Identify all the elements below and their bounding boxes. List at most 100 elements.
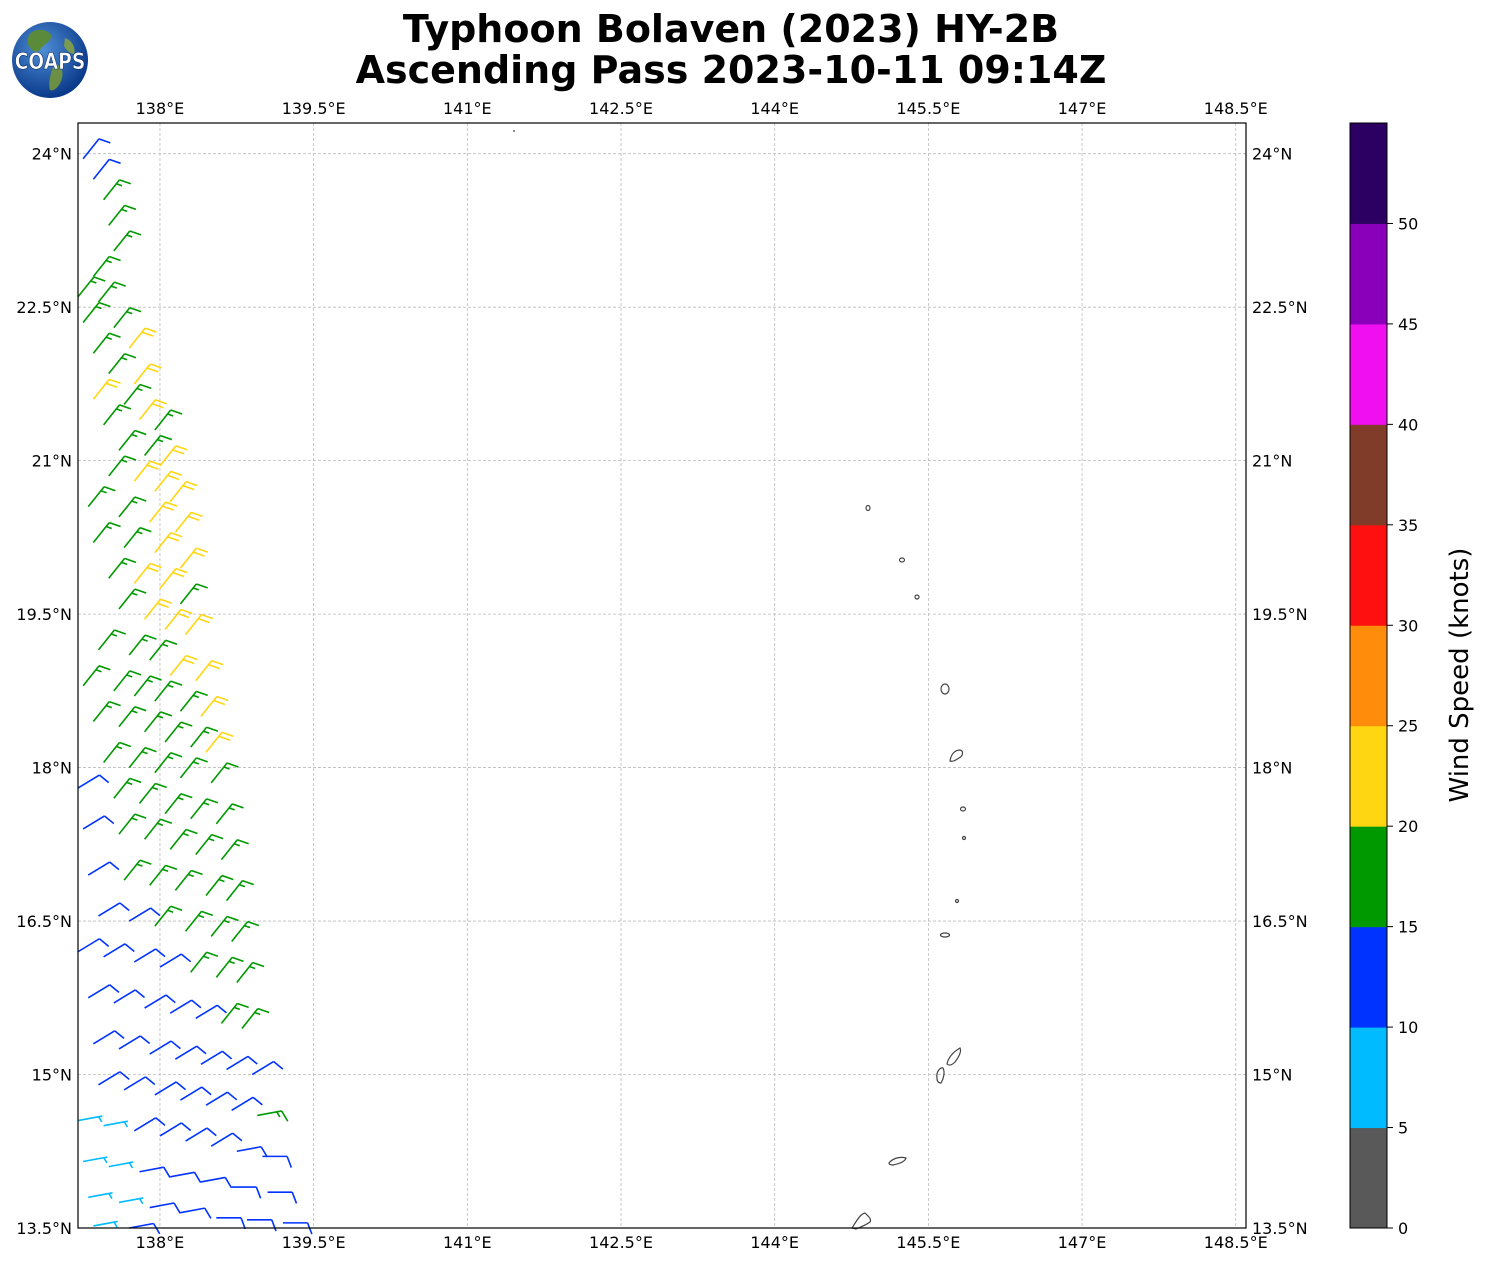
wind-barb [180, 1086, 212, 1101]
wind-barb [144, 994, 176, 1009]
wind-barb [118, 1035, 151, 1050]
longitude-labels-bottom: 138°E 139.5°E 141°E 142.5°E 144°E 145.5°E 147°… [136, 1233, 1268, 1252]
wind-barb [87, 486, 116, 508]
wind-barb [215, 803, 244, 825]
wind-barb [190, 798, 219, 820]
island-outline [939, 932, 951, 938]
island-outline [949, 749, 964, 762]
wind-barb [149, 501, 178, 523]
wind-barb [267, 1191, 298, 1204]
wind-barb [113, 670, 142, 692]
wind-barb [113, 230, 142, 252]
wind-barb [226, 1055, 258, 1071]
lat-tick-label: 21°N [32, 452, 72, 471]
wind-barb [133, 948, 166, 963]
colorbar-tick-label: 40 [1398, 415, 1418, 434]
wind-barb [195, 659, 224, 682]
wind-barb [118, 1197, 144, 1205]
lon-tick-label: 148.5°E [1204, 1233, 1268, 1252]
wind-barb [154, 470, 183, 492]
wind-barb [88, 1192, 113, 1200]
colorbar-tick-label: 15 [1398, 918, 1418, 937]
colorbar-label: Wind Speed (knots) [1445, 548, 1475, 803]
wind-barb [77, 276, 106, 298]
wind-barb [200, 1176, 233, 1189]
wind-barb [139, 1166, 171, 1178]
lat-tick-label: 15°N [1252, 1066, 1292, 1085]
lat-tick-label: 13.5°N [16, 1219, 72, 1238]
wind-barb [159, 445, 188, 467]
wind-barb [92, 158, 121, 180]
longitude-labels-top: 138°E 139.5°E 141°E 142.5°E 144°E 145.5°E 147°… [136, 99, 1268, 118]
lon-tick-label: 147°E [1058, 99, 1107, 118]
colorbar-segment [1350, 424, 1387, 526]
wind-barb [195, 833, 224, 856]
colorbar-tick-label: 20 [1398, 817, 1418, 836]
wind-barb [174, 511, 203, 533]
wind-barb [205, 1091, 238, 1106]
wind-barb [143, 598, 173, 620]
wind-barb [262, 1155, 293, 1168]
wind-barb [225, 879, 255, 902]
coaps-logo: COAPS [12, 22, 88, 98]
wind-barb [133, 1117, 166, 1132]
lat-tick-label: 24°N [32, 145, 72, 164]
wind-barb [82, 138, 111, 160]
lon-tick-label: 139.5°E [282, 1233, 346, 1252]
wind-barb [108, 455, 137, 477]
colorbar-segment [1350, 725, 1387, 827]
lat-tick-label: 13.5°N [1252, 1219, 1308, 1238]
wind-barb [77, 774, 110, 789]
wind-barb [77, 938, 110, 953]
lon-tick-label: 139.5°E [282, 99, 346, 118]
wind-barb [247, 1219, 277, 1232]
lat-tick-label: 21°N [1252, 452, 1292, 471]
title-line-1: Typhoon Bolaven (2023) HY-2B [402, 7, 1060, 51]
wind-barb [108, 1161, 134, 1169]
wind-barb [133, 460, 162, 482]
latitude-labels-left: 24°N 22.5°N 21°N 19.5°N 18°N 16.5°N 15°N 13.5°N [16, 145, 72, 1238]
wind-barb [108, 204, 137, 226]
lon-tick-label: 144°E [750, 1233, 799, 1252]
wind-barb [164, 792, 193, 815]
colorbar-segment [1350, 524, 1387, 626]
wind-barb [98, 902, 130, 917]
wind-barb [179, 690, 208, 712]
colorbar [1350, 123, 1387, 1229]
wind-barb [98, 1071, 130, 1086]
wind-barb [82, 301, 111, 324]
wind-barb [190, 951, 219, 973]
wind-barb [210, 915, 239, 937]
wind-barb [174, 1045, 207, 1060]
wind-barb [133, 675, 162, 697]
wind-barb [97, 281, 126, 303]
wind-barb [154, 905, 183, 927]
wind-barb [149, 1040, 181, 1055]
colorbar-tick-label: 30 [1398, 616, 1418, 635]
map-frame [77, 122, 1247, 1229]
wind-barb [179, 583, 208, 605]
colorbar-segment [1350, 123, 1387, 224]
colorbar-frame [1349, 122, 1388, 1229]
wind-barb [143, 434, 173, 457]
wind-barb [123, 859, 152, 881]
wind-barb [154, 532, 183, 554]
colorbar-segment [1350, 625, 1387, 727]
wind-barb [128, 634, 157, 656]
island-outline [914, 594, 920, 600]
wind-barb [129, 1222, 161, 1235]
wind-barb [159, 567, 188, 590]
wind-barb [82, 1156, 108, 1164]
wind-barb [87, 861, 120, 876]
wind-barb [92, 255, 121, 277]
wind-barb [97, 629, 126, 651]
wind-barb [164, 608, 193, 630]
wind-barb [200, 1050, 233, 1065]
wind-barb [210, 762, 239, 784]
island-outline [940, 683, 950, 695]
wind-barb [102, 404, 132, 426]
wind-barb [215, 956, 244, 978]
wind-barb [251, 1060, 284, 1076]
wind-barb [190, 726, 219, 748]
wind-barb [108, 352, 137, 375]
